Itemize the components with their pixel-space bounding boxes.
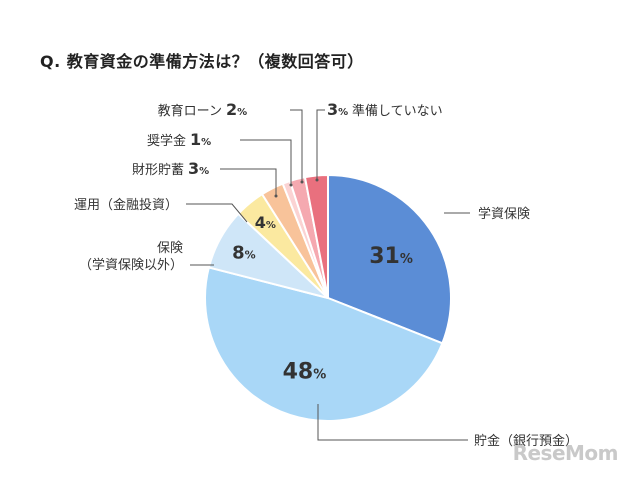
slice-label-8: 準備していない <box>352 103 443 119</box>
slice-label-7: 教育ローン <box>158 103 222 119</box>
leader-line-5 <box>220 168 277 196</box>
slice-percent-6: 1% <box>190 130 211 149</box>
slice-label-6: 奨学金 <box>147 133 186 149</box>
slice-label-5: 財形貯蓄 <box>132 163 184 178</box>
leader-dot-6 <box>289 183 293 187</box>
slice-label-2: 貯金（銀行預金） <box>474 433 578 449</box>
watermark-logo: ReseMom <box>512 441 619 465</box>
pie-slice-2 <box>204 266 444 422</box>
leader-line-4 <box>186 203 248 223</box>
chart-title: Q. 教育資金の準備方法は？（複数回答可） <box>40 52 364 71</box>
leader-line-6 <box>240 139 292 185</box>
leader-dot-7 <box>300 180 304 184</box>
slice-label-1: 学資保険 <box>478 206 530 222</box>
pie-slice-1 <box>327 173 452 345</box>
slice-percent-5: 3% <box>188 159 209 178</box>
slice-percent-1: 31% <box>369 244 413 269</box>
leader-line-8 <box>316 109 325 180</box>
slice-label-4: 運用（金融投資） <box>74 197 178 213</box>
slice-percent-2: 48% <box>283 359 327 384</box>
leader-line-2 <box>317 404 468 441</box>
slice-label-3: 保険（学資保険以外） <box>79 241 183 273</box>
leader-line-7 <box>290 109 303 182</box>
leader-dot-5 <box>274 194 278 198</box>
leader-dot-8 <box>315 178 319 182</box>
pie-slice-8 <box>303 173 329 299</box>
slice-percent-7: 2% <box>226 100 247 119</box>
slice-percent-4: 4% <box>255 213 276 232</box>
slice-percent-8: 3% <box>327 100 348 119</box>
slice-percent-3: 8% <box>232 242 256 263</box>
